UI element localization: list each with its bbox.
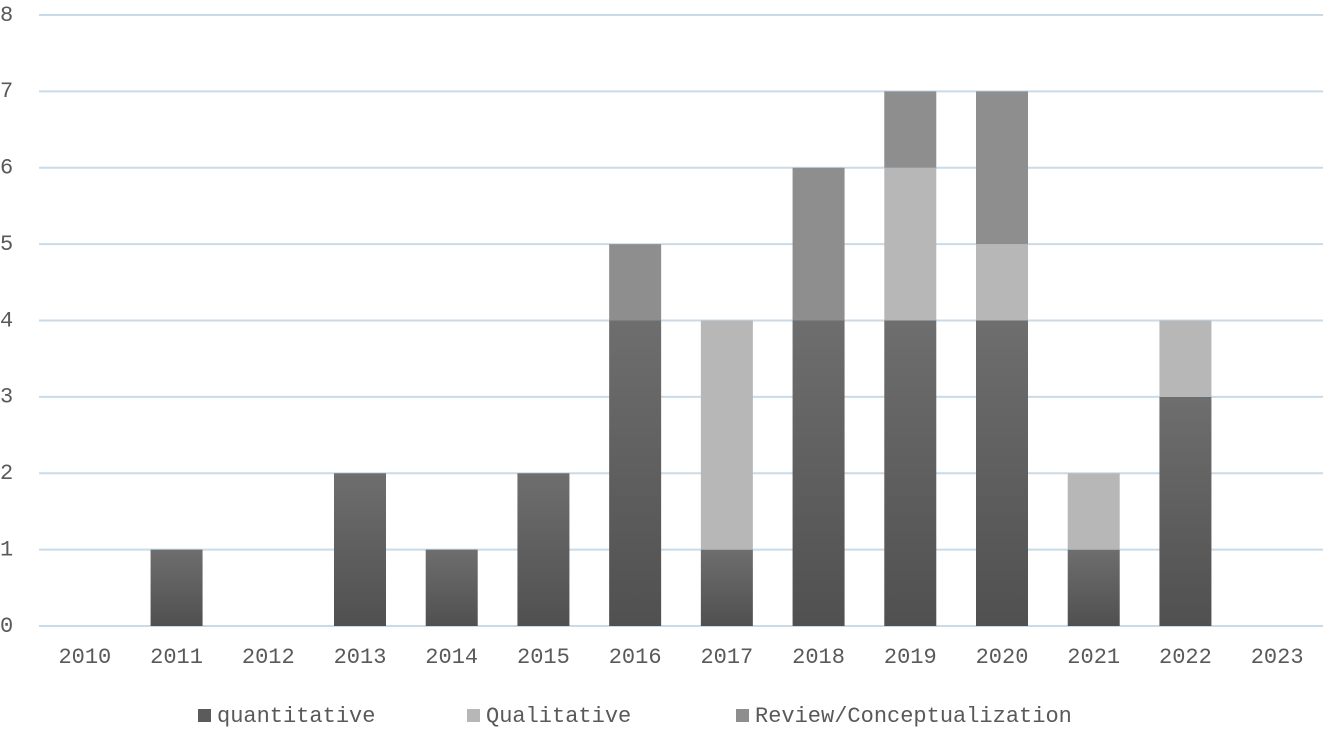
y-tick-label: 2 (0, 461, 13, 486)
bar-segment (1067, 473, 1120, 550)
bar-segment (976, 244, 1028, 321)
bar-segment (884, 91, 937, 168)
bar-segment (517, 473, 570, 626)
bar-segment (609, 320, 662, 626)
x-tick-label: 2014 (425, 645, 478, 670)
y-tick-label: 8 (0, 3, 13, 28)
legend-swatch (736, 709, 749, 722)
y-tick-label: 1 (0, 537, 13, 562)
x-tick-label: 2013 (334, 645, 387, 670)
legend-label: Qualitative (486, 704, 631, 729)
bar-segment (884, 167, 937, 321)
bar-segment (792, 320, 845, 626)
bar-segment (976, 320, 1028, 626)
x-tick-label: 2010 (58, 645, 111, 670)
y-tick-label: 3 (0, 385, 13, 410)
x-tick-label: 2016 (609, 645, 662, 670)
legend-swatch (467, 709, 480, 722)
y-tick-label: 0 (0, 614, 13, 639)
y-tick-label: 4 (0, 308, 13, 333)
bar-segment (1159, 396, 1212, 626)
bar-segment (425, 549, 478, 626)
x-tick-label: 2019 (884, 645, 937, 670)
bar-segment (884, 320, 937, 626)
bar-segment (334, 473, 386, 626)
x-tick-label: 2021 (1067, 645, 1120, 670)
legend-label: Review/Conceptualization (755, 704, 1072, 729)
x-tick-label: 2020 (976, 645, 1029, 670)
x-tick-label: 2012 (242, 645, 295, 670)
y-tick-label: 5 (0, 232, 13, 257)
x-tick-label: 2011 (150, 645, 203, 670)
y-tick-label: 6 (0, 156, 13, 181)
x-tick-label: 2015 (517, 645, 570, 670)
x-tick-label: 2022 (1159, 645, 1212, 670)
x-tick-label: 2017 (700, 645, 753, 670)
bar-segment (1159, 320, 1212, 397)
y-tick-label: 7 (0, 79, 13, 104)
x-tick-label: 2018 (792, 645, 845, 670)
x-tick-label: 2023 (1251, 645, 1304, 670)
bar-segment (792, 167, 845, 321)
bar-segment (150, 549, 203, 626)
bar-segment (700, 549, 753, 626)
legend-swatch (198, 709, 211, 722)
legend-label: quantitative (217, 704, 375, 729)
bar-segment (700, 320, 753, 550)
bar-segment (609, 244, 662, 321)
bar-segment (976, 91, 1028, 245)
bar-segment (1067, 549, 1120, 626)
